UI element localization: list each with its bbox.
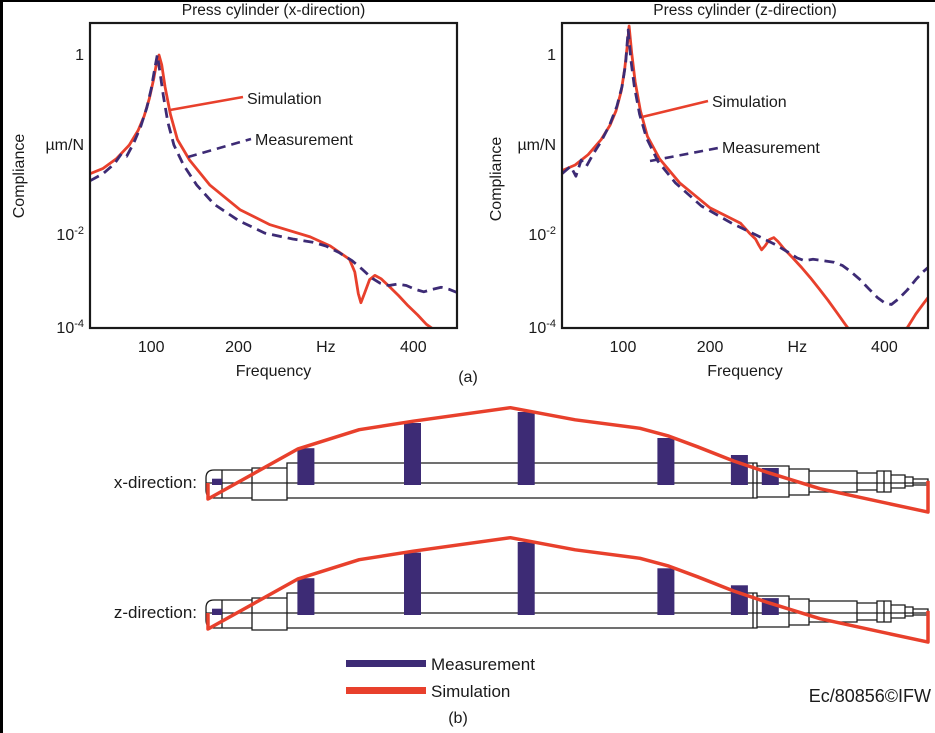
annotation-simulation-label: Simulation — [247, 91, 322, 108]
compliance-charts: 100 200 Hz 400 1 µm/N 10-2 10-4 Simulation Measur… — [45, 21, 930, 356]
annotation-measurement-label: Measurement — [255, 132, 353, 149]
panel-b-label: (b) — [448, 710, 468, 727]
annotation-measurement-label: Measurement — [722, 140, 820, 157]
plot-frame — [560, 21, 930, 330]
panel-a-label: (a) — [458, 369, 478, 386]
measurement-curve — [90, 53, 457, 294]
x-tick-label: Hz — [316, 339, 336, 356]
x-axis-label-right: Frequency — [707, 363, 783, 380]
frame-edge-top — [0, 0, 935, 2]
y-tick-label: 10-4 — [56, 318, 84, 337]
measurement-bar — [657, 568, 675, 615]
legend-label-measurement: Measurement — [431, 655, 535, 674]
x-tick-label: 400 — [400, 339, 427, 356]
measurement-bar — [517, 542, 535, 615]
frame-edge-left — [0, 0, 3, 733]
y-tick-label: 10-2 — [528, 225, 556, 244]
measurement-bar — [517, 412, 535, 485]
measurement-pointer-line — [187, 137, 252, 159]
measurement-bar — [404, 552, 421, 615]
y-tick-label: µm/N — [517, 137, 556, 154]
x-tick-label: Hz — [788, 339, 808, 356]
chart-title-x-direction: Press cylinder (x-direction) — [181, 2, 366, 19]
y-tick-label: 1 — [75, 47, 84, 64]
watermark-text: Ec/80856©IFW — [808, 686, 931, 706]
measurement-curve — [562, 28, 928, 306]
measurement-bar — [404, 423, 421, 485]
measurement-bar — [657, 438, 675, 485]
mode-shape-row-z — [205, 535, 930, 644]
simulation-mode-line — [206, 535, 930, 644]
simulation-pointer-line — [641, 99, 709, 119]
row-label-x-direction: x-direction: — [113, 473, 197, 492]
x-tick-label: 400 — [871, 339, 898, 356]
measurement-bar — [212, 608, 222, 615]
measurement-bar — [297, 448, 315, 485]
y-tick-label: µm/N — [45, 137, 84, 154]
y-tick-label: 1 — [547, 47, 556, 64]
legend-label-simulation: Simulation — [431, 682, 511, 701]
x-tick-label: 100 — [138, 339, 165, 356]
x-tick-label: 200 — [225, 339, 252, 356]
simulation-pointer-line — [169, 95, 244, 112]
x-axis-label-left: Frequency — [235, 363, 312, 380]
y-axis-label-right: Compliance — [488, 136, 505, 222]
annotation-simulation-label: Simulation — [712, 94, 787, 111]
chart-panel-1: 100 200 Hz 400 1 µm/N 10-2 10-4 Simulation Measur… — [517, 21, 930, 356]
x-tick-label: 200 — [697, 339, 724, 356]
mode-shape-row-x — [205, 405, 930, 514]
plot-frame — [88, 21, 459, 330]
row-label-z-direction: z-direction: — [113, 603, 197, 622]
simulation-curve — [562, 24, 928, 328]
x-tick-label: 100 — [610, 339, 637, 356]
simulation-mode-line — [206, 405, 930, 514]
measurement-pointer-line — [649, 146, 719, 163]
y-tick-label: 10-4 — [528, 318, 556, 337]
measurement-bar — [297, 578, 315, 615]
chart-title-z-direction: Press cylinder (z-direction) — [653, 2, 837, 19]
y-tick-label: 10-2 — [56, 225, 84, 244]
chart-panel-0: 100 200 Hz 400 1 µm/N 10-2 10-4 Simulation Measur… — [45, 21, 459, 356]
measurement-bar — [212, 478, 222, 485]
legend-swatch-measurement — [346, 660, 426, 667]
mode-shape-drawings — [205, 405, 930, 644]
legend-swatch-simulation — [346, 687, 426, 694]
y-axis-label-left: Compliance — [11, 133, 28, 219]
